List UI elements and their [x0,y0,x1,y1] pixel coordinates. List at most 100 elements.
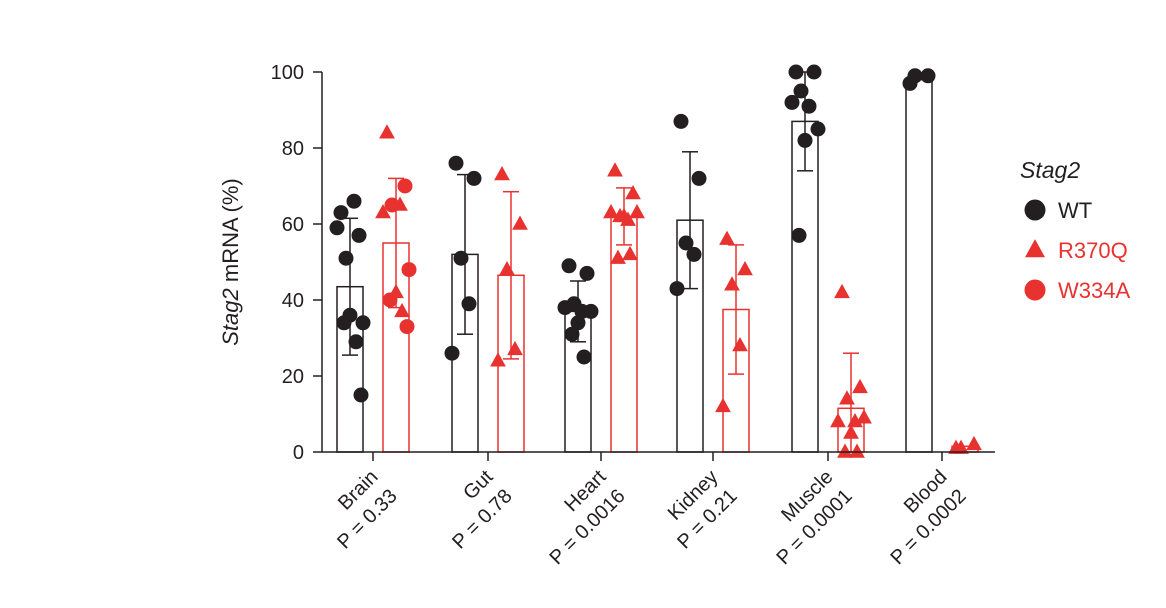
data-points-layer [329,64,982,458]
data-point-circle [397,178,413,194]
data-point-triangle [629,204,645,219]
data-point-circle [399,319,415,335]
data-point-circle [583,303,599,319]
y-tick-label: 100 [271,62,304,84]
data-point-triangle [837,443,853,458]
bars-layer [336,78,979,453]
data-point-triangle [953,439,969,454]
data-point-triangle [852,378,868,394]
data-point-triangle [499,261,515,276]
data-point-circle [338,250,354,266]
data-point-circle [329,220,345,236]
data-point-circle [570,315,586,331]
data-point-circle [579,265,595,281]
data-point-circle [401,262,417,278]
data-point-triangle [610,249,626,264]
legend: Stag2 WT R370Q W334A [1020,157,1130,303]
data-point-triangle [622,245,638,261]
data-point-circle [691,170,707,186]
data-point-circle [382,292,398,308]
legend-triangle-marker [1025,239,1045,258]
y-axis-label-italic: Stag2 [218,288,243,346]
data-point-triangle [839,390,855,405]
y-tick-label: 20 [282,366,304,388]
legend-circle-marker [1024,199,1046,221]
y-axis-label-rest: mRNA (%) [218,178,243,288]
data-point-triangle [856,409,872,424]
y-tick-label: 0 [293,442,304,464]
data-point-circle [576,349,592,365]
data-point-triangle [715,397,731,413]
data-point-triangle [719,230,735,245]
axes [321,72,995,453]
legend-items: WT R370Q W334A [1024,198,1130,303]
data-point-triangle [732,337,748,352]
data-point-triangle [724,276,740,291]
data-point-triangle [843,424,859,439]
data-point-circle [797,132,813,148]
data-point-triangle [834,283,850,299]
data-point-triangle [379,124,395,139]
data-point-triangle [490,352,506,367]
data-point-circle [673,113,689,129]
data-point-triangle [847,413,863,428]
data-point-circle [466,170,482,186]
data-point-circle [564,326,580,342]
data-point-circle [907,68,923,84]
data-point-triangle [830,413,846,428]
data-point-triangle [392,196,408,211]
data-point-triangle [494,166,510,181]
data-point-circle [788,64,804,80]
data-point-circle [561,258,577,274]
data-point-triangle [616,207,632,223]
data-point-circle [333,205,349,221]
data-point-triangle [849,443,865,458]
legend-label: WT [1058,198,1092,223]
data-point-triangle [507,340,523,356]
legend-label: W334A [1058,278,1130,303]
y-tick-label: 80 [282,138,304,160]
data-point-circle [920,68,936,84]
y-tick-label: 60 [282,214,304,236]
data-point-circle [810,121,826,137]
data-point-circle [353,387,369,403]
legend-label: R370Q [1058,238,1128,263]
data-point-triangle [607,162,623,177]
data-point-circle [806,64,822,80]
data-point-triangle [966,435,982,451]
data-point-circle [461,296,477,312]
data-point-triangle [625,185,641,200]
data-point-circle [355,315,371,331]
data-point-triangle [603,204,619,219]
legend-circle-marker [1024,279,1046,301]
bar [905,78,933,453]
y-ticks: 0 20 40 60 80 100 [271,62,322,464]
data-point-triangle [394,302,410,318]
data-point-circle [346,193,362,209]
data-point-circle [557,300,573,316]
data-point-circle [791,227,807,243]
data-point-triangle [512,215,528,230]
data-point-circle [351,227,367,243]
data-point-triangle [737,261,753,276]
data-point-circle [669,281,685,297]
error-bars-layer [342,71,859,453]
data-point-circle [448,155,464,171]
y-tick-label: 40 [282,290,304,312]
data-point-circle [678,235,694,251]
data-point-circle [336,315,352,331]
y-axis-label: Stag2 mRNA (%) [218,178,243,346]
data-point-circle [784,94,800,110]
data-point-circle [453,250,469,266]
data-point-triangle [375,204,391,219]
data-point-circle [686,246,702,262]
data-point-circle [793,83,809,99]
